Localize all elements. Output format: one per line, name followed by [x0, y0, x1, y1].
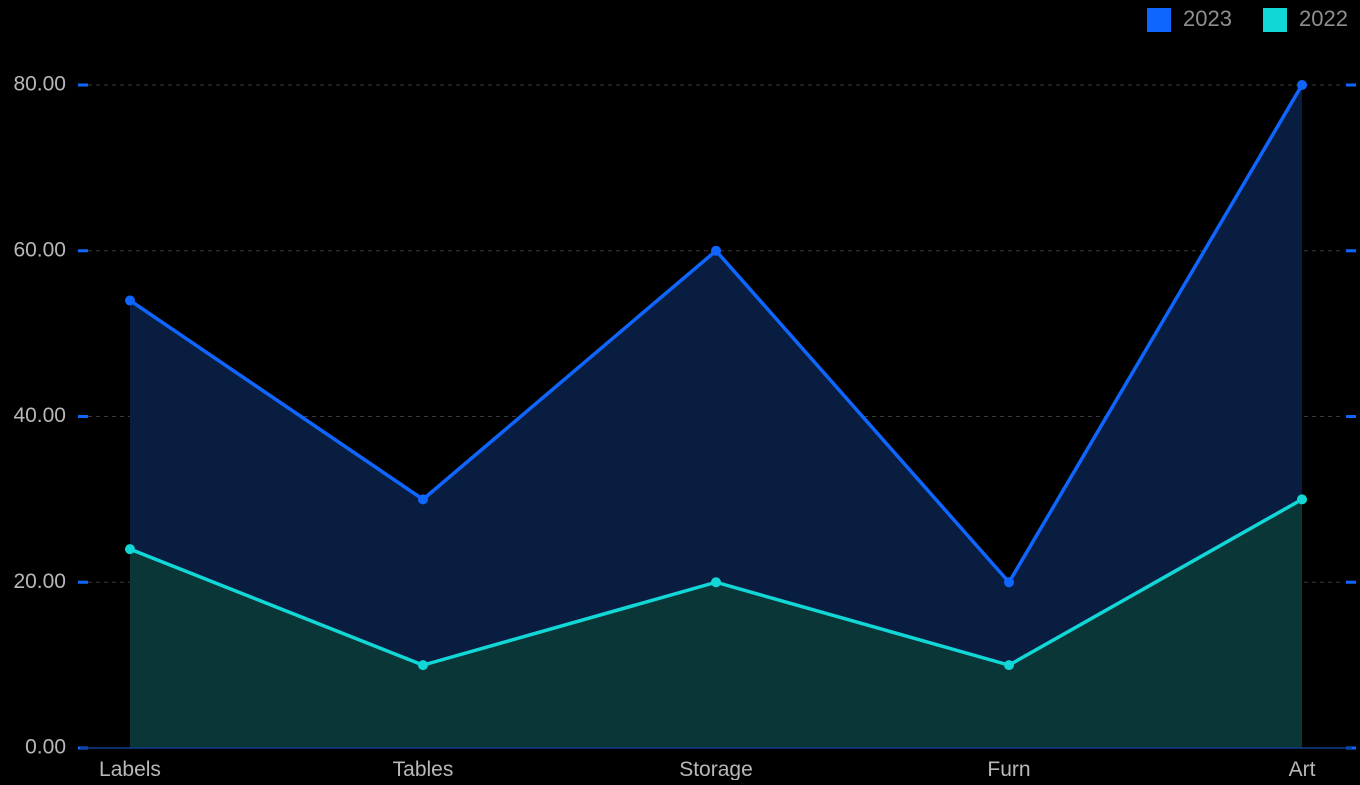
y-tick-label: 60.00 — [13, 238, 66, 261]
series-area-2022 — [130, 499, 1302, 748]
data-point-2022[interactable] — [125, 544, 135, 555]
x-tick-label: Furn — [987, 758, 1030, 780]
y-tick-label: 20.00 — [13, 570, 66, 593]
y-tick-label: 0.00 — [25, 736, 66, 759]
x-tick-label: Tables — [393, 758, 454, 780]
x-tick-label: Storage — [679, 758, 753, 780]
data-point-2022[interactable] — [711, 577, 721, 588]
legend-label-2023[interactable]: 2023 — [1183, 6, 1232, 31]
series-points — [125, 80, 1307, 671]
data-point-2023[interactable] — [418, 494, 428, 505]
y-tick-label: 80.00 — [13, 73, 66, 96]
legend-swatch-2022[interactable] — [1263, 8, 1287, 32]
data-point-2022[interactable] — [418, 660, 428, 671]
x-tick-label: Art — [1289, 758, 1316, 780]
legend: 2023 2022 — [1147, 6, 1348, 32]
data-point-2022[interactable] — [1004, 660, 1014, 671]
data-point-2023[interactable] — [711, 245, 721, 256]
data-point-2023[interactable] — [125, 295, 135, 306]
data-point-2023[interactable] — [1004, 577, 1014, 588]
legend-swatch-2023[interactable] — [1147, 8, 1171, 32]
data-point-2023[interactable] — [1297, 80, 1307, 90]
y-tick-label: 40.00 — [13, 404, 66, 427]
axes — [78, 83, 1356, 750]
tick-labels: 0.00 20.00 40.00 60.00 80.00 Labels Tables Stor… — [13, 73, 1316, 781]
legend-label-2022[interactable]: 2022 — [1299, 6, 1348, 31]
x-tick-label: Labels — [99, 758, 161, 780]
data-point-2022[interactable] — [1297, 494, 1307, 505]
